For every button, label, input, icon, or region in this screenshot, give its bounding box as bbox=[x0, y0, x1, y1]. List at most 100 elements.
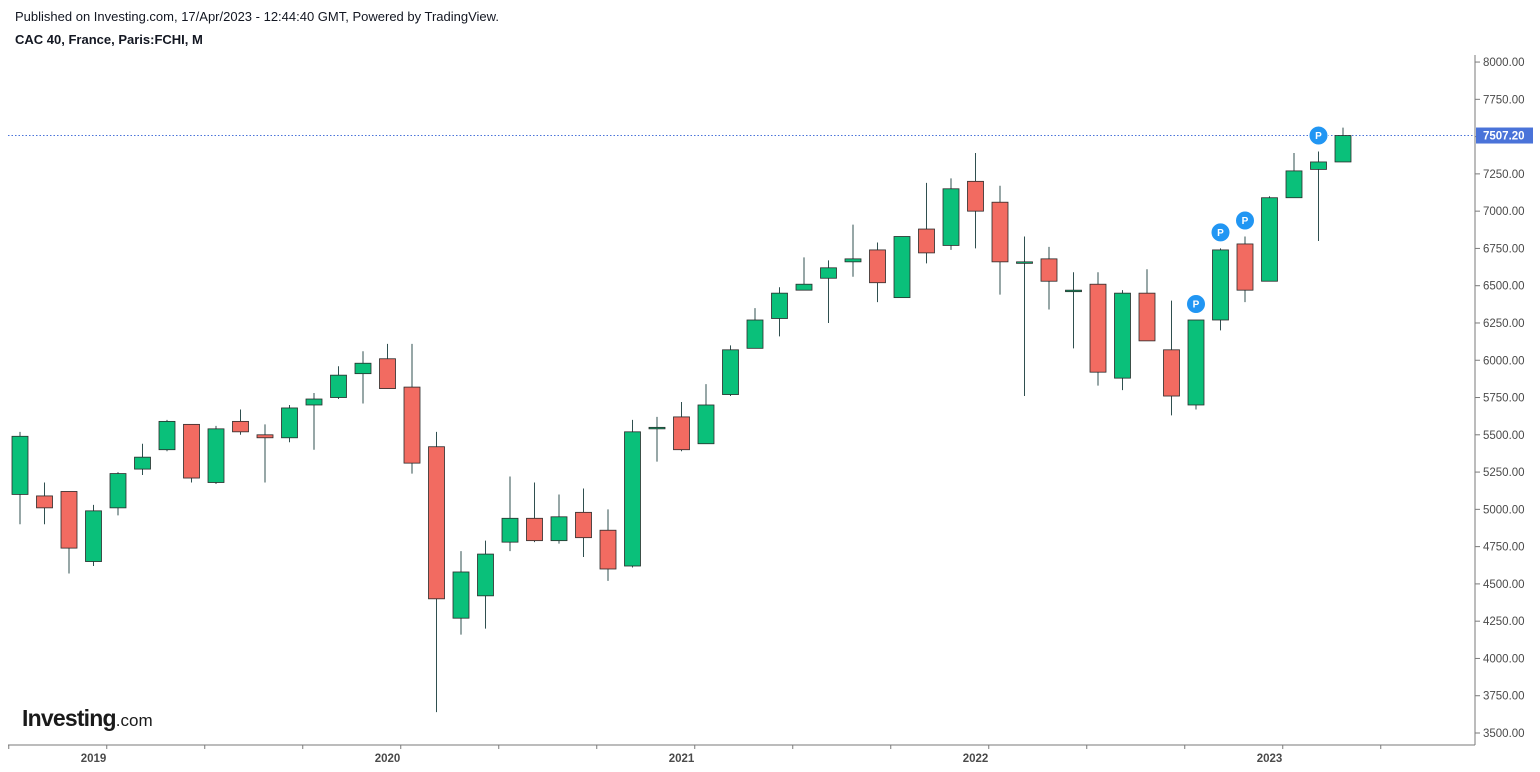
candle bbox=[1089, 272, 1107, 386]
candle bbox=[599, 509, 617, 581]
last-price-badge bbox=[1476, 127, 1533, 144]
logo-main: Investing bbox=[22, 705, 117, 731]
candle-body bbox=[477, 553, 494, 597]
candle bbox=[281, 404, 298, 443]
candle-body bbox=[1285, 170, 1303, 199]
candle bbox=[844, 224, 862, 277]
logo-suffix: .com bbox=[115, 711, 153, 730]
candle-body bbox=[109, 473, 127, 509]
candle-body bbox=[60, 491, 78, 549]
candle-body bbox=[575, 511, 592, 539]
time-label-2023: 2023 bbox=[1257, 753, 1283, 765]
candle-body bbox=[158, 420, 176, 451]
candle bbox=[820, 260, 837, 323]
candle bbox=[1138, 269, 1156, 342]
candle-body bbox=[379, 358, 396, 389]
candle-body bbox=[918, 228, 935, 254]
candle-body bbox=[1310, 161, 1327, 170]
last-price-label: 7507.20 bbox=[1483, 131, 1525, 143]
price-tick-label: 4750.00 bbox=[1483, 542, 1525, 554]
candle bbox=[893, 236, 911, 299]
investing-logo: Investing.com bbox=[22, 705, 153, 732]
price-tick-label: 4250.00 bbox=[1483, 616, 1525, 628]
candle-body bbox=[624, 431, 641, 567]
candle bbox=[305, 393, 323, 450]
p-marker-circle bbox=[1308, 125, 1329, 146]
candle-body bbox=[967, 180, 984, 212]
time-label-2022: 2022 bbox=[963, 753, 989, 765]
price-tick-label: 7000.00 bbox=[1483, 206, 1525, 218]
candle bbox=[624, 419, 641, 568]
candle-body bbox=[36, 495, 53, 509]
candle-body bbox=[403, 386, 421, 464]
candle-body bbox=[183, 423, 200, 479]
candle bbox=[1114, 290, 1131, 391]
price-tick-label: 7750.00 bbox=[1483, 94, 1525, 106]
price-tick-label: 7250.00 bbox=[1483, 169, 1525, 181]
candle bbox=[648, 416, 666, 462]
candle-body bbox=[1236, 243, 1254, 291]
candle bbox=[158, 419, 176, 452]
p-marker-circle bbox=[1210, 222, 1231, 243]
candle bbox=[183, 423, 200, 483]
candle-body bbox=[991, 201, 1009, 263]
candle-body bbox=[942, 188, 960, 246]
price-tick-label: 6750.00 bbox=[1483, 243, 1525, 255]
price-tick-label: 3500.00 bbox=[1483, 728, 1525, 740]
candle bbox=[918, 182, 935, 264]
candle-body bbox=[820, 267, 837, 279]
candle-body bbox=[648, 426, 666, 430]
candle bbox=[550, 494, 568, 544]
price-tick-label: 5250.00 bbox=[1483, 467, 1525, 479]
candle-body bbox=[354, 362, 372, 375]
candle-body bbox=[232, 420, 249, 433]
candle-body bbox=[452, 571, 470, 619]
candle bbox=[1212, 248, 1229, 331]
candle bbox=[11, 431, 29, 525]
candle-body bbox=[844, 258, 862, 263]
candle bbox=[1310, 151, 1327, 241]
time-label-2019: 2019 bbox=[81, 753, 107, 765]
candle bbox=[771, 287, 788, 337]
candle bbox=[869, 242, 886, 303]
candle-body bbox=[795, 283, 813, 291]
price-tick-label: 5000.00 bbox=[1483, 504, 1525, 516]
p-marker: P bbox=[1308, 125, 1329, 146]
symbol-title: CAC 40, France, Paris:FCHI, M bbox=[15, 32, 203, 47]
price-tick-label: 5500.00 bbox=[1483, 430, 1525, 442]
candle bbox=[673, 401, 690, 452]
candle-body bbox=[869, 249, 886, 284]
candle-body bbox=[550, 516, 568, 542]
candle-body bbox=[673, 416, 690, 451]
time-label-2021: 2021 bbox=[669, 753, 695, 765]
price-tick-label: 4000.00 bbox=[1483, 653, 1525, 665]
candle-body bbox=[1089, 283, 1107, 373]
candle bbox=[501, 476, 519, 552]
candle bbox=[330, 366, 347, 400]
candle bbox=[232, 409, 249, 435]
candle bbox=[942, 178, 960, 250]
candle-body bbox=[697, 404, 715, 445]
candle-body bbox=[85, 510, 102, 562]
candle-body bbox=[281, 407, 298, 439]
candle-body bbox=[1212, 249, 1229, 321]
candle-body bbox=[207, 428, 225, 483]
p-marker-circle bbox=[1235, 210, 1255, 231]
candle bbox=[1261, 196, 1278, 282]
candle bbox=[697, 384, 715, 445]
time-axis: 2019 2020 2021 2022 2023 bbox=[8, 744, 1475, 765]
price-tick-label: 6000.00 bbox=[1483, 355, 1525, 367]
candle-body bbox=[526, 517, 543, 542]
candle-body bbox=[256, 434, 274, 439]
price-tick-label: 3750.00 bbox=[1483, 691, 1525, 703]
candle-body bbox=[893, 236, 911, 299]
candle bbox=[1334, 127, 1352, 163]
candle-body bbox=[330, 374, 347, 398]
price-tick-label: 6250.00 bbox=[1483, 318, 1525, 330]
candle bbox=[795, 257, 813, 291]
candle bbox=[36, 482, 53, 525]
p-marker: P bbox=[1186, 293, 1206, 314]
candle bbox=[722, 345, 739, 397]
candle bbox=[575, 488, 592, 558]
